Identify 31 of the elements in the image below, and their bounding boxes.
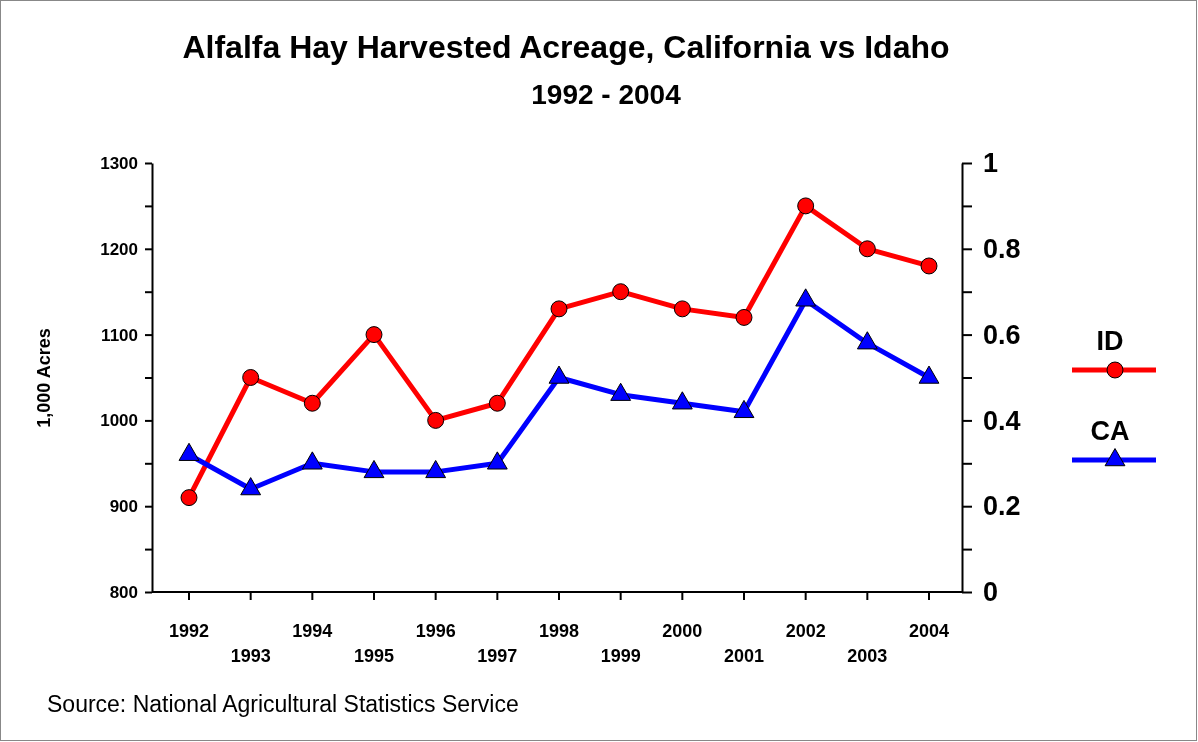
x-tick-label: 1992 [168,621,210,641]
x-tick-label: 1996 [415,621,456,641]
y-tick-label: 1200 [100,239,138,259]
x-tick-label: 2000 [662,621,703,641]
x-tick-label: 1995 [353,646,395,666]
source-note: Source: National Agricultural Statistics Service [47,691,519,717]
y-tick-label: 900 [109,497,138,517]
text: CA [1090,416,1130,446]
y2-tick-label: 0.6 [983,319,1021,350]
text: ID [1096,326,1124,356]
y-tick-label: 800 [109,582,138,602]
y2-tick-label: 0.8 [983,233,1021,264]
chart-title: Alfalfa Hay Harvested Acreage, California vs Idaho [182,29,950,65]
x-tick-label: 2003 [847,646,888,666]
x-tick-label: 2004 [908,621,950,641]
x-tick-label: 1999 [600,646,641,666]
y2-tick-label: 0.4 [983,405,1021,436]
y-tick-label: 1100 [101,325,138,345]
y2-tick-label: 0.2 [983,491,1021,522]
x-tick-label: 1993 [230,646,271,666]
x-tick-label: 1997 [477,646,518,666]
y-tick-label: 1000 [100,411,138,431]
x-tick-label: 1994 [292,621,333,641]
y-axis-title: 1,000 Acres [34,328,54,428]
y2-tick-label: 1 [983,148,999,179]
x-tick-label: 1998 [538,621,580,641]
x-tick-label: 2001 [723,646,765,666]
y2-tick-label: 0 [983,577,999,608]
y-tick-label: 1300 [100,153,138,173]
chart-subtitle: 1992 - 2004 [531,79,682,110]
x-tick-label: 2002 [785,621,826,641]
